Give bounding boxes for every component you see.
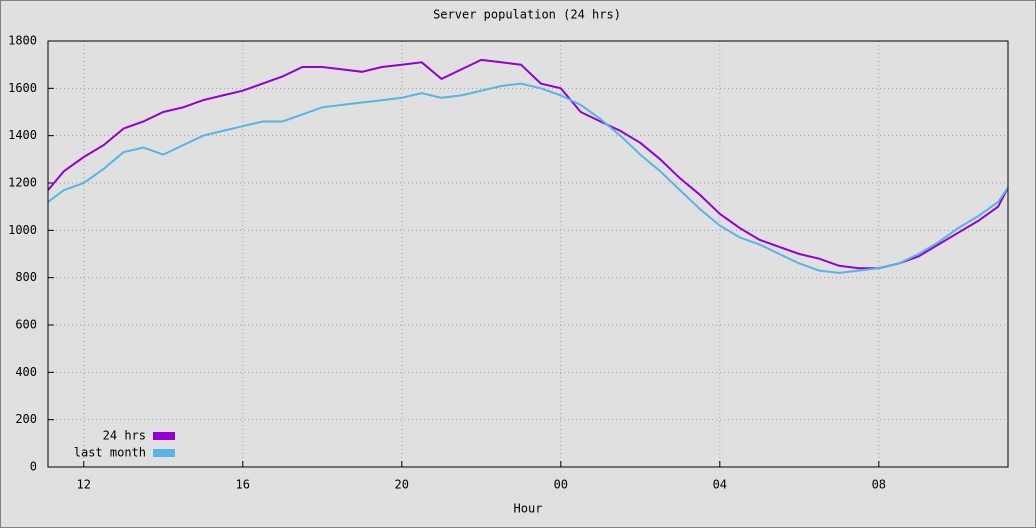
series-line xyxy=(47,82,1009,274)
chart-title: Server population (24 hrs) xyxy=(433,8,621,22)
y-tick-label: 1800 xyxy=(8,34,37,48)
plot-border xyxy=(47,40,1009,468)
legend-swatch xyxy=(153,449,175,457)
legend-swatch xyxy=(153,432,175,440)
x-tick-label: 04 xyxy=(713,478,727,492)
y-tick-label: 200 xyxy=(15,412,37,426)
y-tick-label: 800 xyxy=(15,270,37,284)
x-tick-label: 20 xyxy=(395,478,409,492)
y-tick-label: 1400 xyxy=(8,128,37,142)
x-tick-label: 16 xyxy=(236,478,250,492)
y-tick-label: 0 xyxy=(30,460,37,474)
series-line xyxy=(47,58,1009,270)
x-tick-label: 00 xyxy=(554,478,568,492)
y-tick-label: 600 xyxy=(15,318,37,332)
y-tick-label: 1600 xyxy=(8,81,37,95)
legend-label: last month xyxy=(74,446,146,460)
x-axis-label: Hour xyxy=(514,502,543,516)
x-tick-label: 12 xyxy=(77,478,91,492)
y-tick-label: 1200 xyxy=(8,176,37,190)
y-tick-label: 1000 xyxy=(8,223,37,237)
legend-label: 24 hrs xyxy=(103,429,146,443)
x-tick-label: 08 xyxy=(872,478,886,492)
y-tick-label: 400 xyxy=(15,365,37,379)
